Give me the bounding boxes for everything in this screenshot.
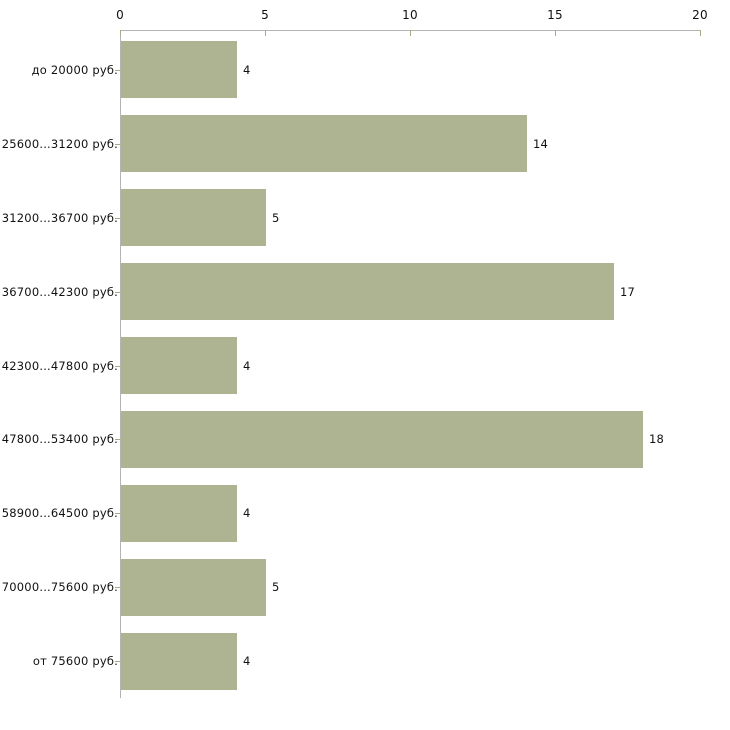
- category-label: 36700...42300 руб.: [1, 285, 118, 299]
- category-label: 25600...31200 руб.: [1, 137, 118, 151]
- x-axis-tick-label: 20: [692, 8, 708, 22]
- bar-value-label: 18: [649, 432, 665, 446]
- bar-value-label: 4: [243, 654, 251, 668]
- y-axis-tick: [115, 292, 120, 293]
- x-axis-tick: [410, 30, 411, 36]
- bar-value-label: 14: [533, 137, 549, 151]
- category-label: 47800...53400 руб.: [1, 432, 118, 446]
- category-label: 58900...64500 руб.: [1, 506, 118, 520]
- category-label: до 20000 руб.: [31, 63, 118, 77]
- bar-value-label: 4: [243, 506, 251, 520]
- x-axis-tick-label: 0: [116, 8, 124, 22]
- bar[interactable]: [121, 263, 614, 320]
- bar[interactable]: [121, 485, 237, 542]
- bar[interactable]: [121, 559, 266, 616]
- category-label: 31200...36700 руб.: [1, 211, 118, 225]
- bar-value-label: 17: [620, 285, 636, 299]
- bar[interactable]: [121, 337, 237, 394]
- y-axis-tick: [115, 661, 120, 662]
- x-axis-tick: [700, 30, 701, 36]
- y-axis-tick: [115, 70, 120, 71]
- x-axis-tick-label: 5: [261, 8, 269, 22]
- x-axis-tick: [265, 30, 266, 36]
- y-axis-tick: [115, 218, 120, 219]
- bar[interactable]: [121, 633, 237, 690]
- y-axis-tick: [115, 144, 120, 145]
- x-axis-tick: [555, 30, 556, 36]
- y-axis-tick: [115, 587, 120, 588]
- y-axis-line: [120, 30, 121, 698]
- category-label: 42300...47800 руб.: [1, 359, 118, 373]
- x-axis-tick: [120, 30, 121, 36]
- bar-value-label: 4: [243, 359, 251, 373]
- x-axis-tick-label: 10: [402, 8, 418, 22]
- category-label: от 75600 руб.: [32, 654, 118, 668]
- y-axis-tick: [115, 513, 120, 514]
- bar[interactable]: [121, 115, 527, 172]
- bar-value-label: 4: [243, 63, 251, 77]
- bar-value-label: 5: [272, 580, 280, 594]
- y-axis-tick: [115, 439, 120, 440]
- bar[interactable]: [121, 41, 237, 98]
- category-label: 70000...75600 руб.: [1, 580, 118, 594]
- bar[interactable]: [121, 189, 266, 246]
- x-axis-tick-label: 15: [547, 8, 563, 22]
- bar[interactable]: [121, 411, 643, 468]
- bar-value-label: 5: [272, 211, 280, 225]
- y-axis-tick: [115, 366, 120, 367]
